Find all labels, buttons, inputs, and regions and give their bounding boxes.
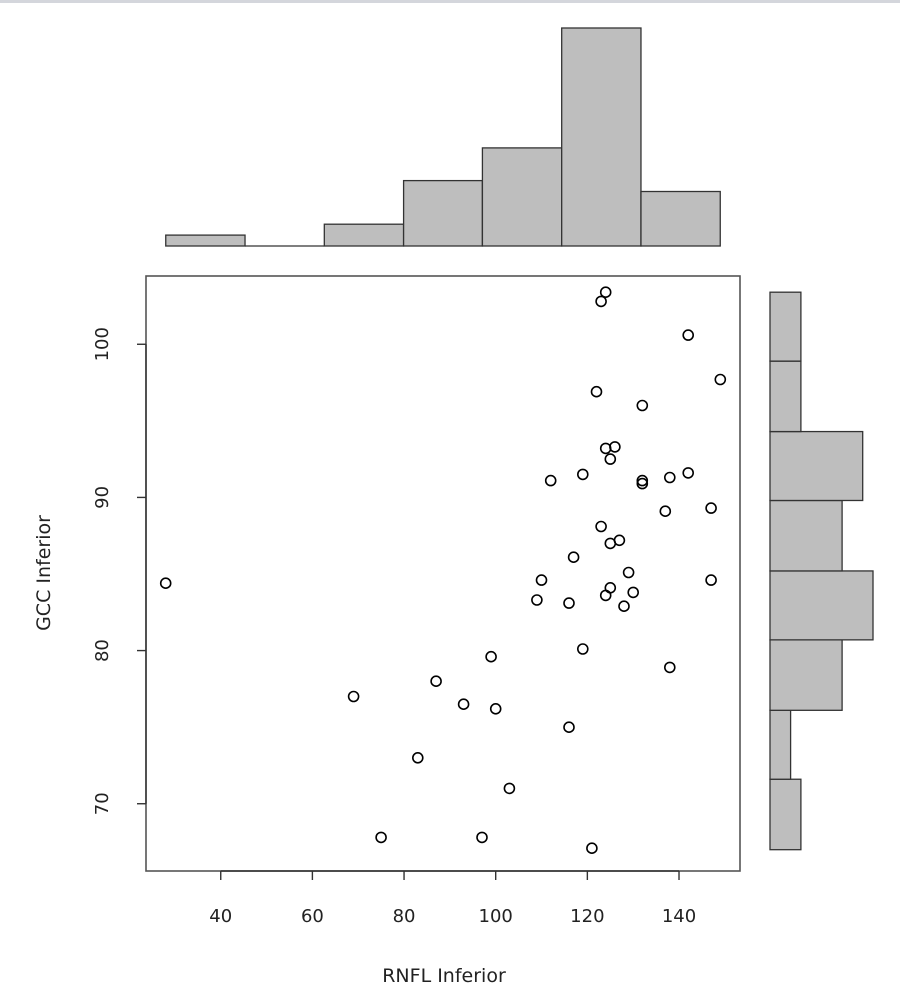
y-axis: 70 80 90 100 [92, 327, 147, 815]
scatter-point [627, 586, 640, 599]
scatter-point [430, 675, 442, 688]
top-hist-bar [402, 179, 484, 247]
scatter-point [705, 574, 717, 586]
y-tick-label: 70 [92, 792, 113, 815]
scatter-point [682, 467, 695, 479]
right-hist-bar [769, 709, 792, 780]
scatter-point [531, 594, 543, 606]
scatter-points [159, 286, 727, 855]
scatter-point [544, 474, 557, 487]
scatter-point [563, 721, 575, 734]
top-hist-bar [640, 190, 721, 247]
scatter-point [636, 399, 649, 412]
scatter-point [604, 453, 617, 465]
right-hist-bar [769, 778, 802, 851]
scatter-point [476, 831, 488, 844]
x-tick-label: 120 [570, 906, 604, 927]
scatter-point [595, 520, 607, 533]
x-tick-label: 60 [301, 906, 324, 927]
scatter-point [636, 474, 649, 487]
x-tick-label: 140 [662, 906, 696, 927]
x-tick-label: 100 [479, 906, 513, 927]
scatter-point [411, 751, 424, 764]
window-top-strip [0, 0, 900, 3]
scatter-point [576, 643, 589, 655]
scatter-point [682, 329, 695, 341]
scatter-point [586, 842, 598, 855]
top-hist-bar [561, 27, 642, 247]
right-marginal-histogram [769, 291, 874, 851]
top-hist-bar [323, 223, 405, 247]
y-axis-title: GCC Inferior [33, 515, 55, 631]
scatter-point [485, 650, 497, 663]
scatter-point [714, 373, 727, 386]
x-axis: 40 60 80 100 120 140 [209, 870, 696, 927]
right-hist-bar [769, 430, 864, 502]
y-tick-label: 80 [92, 639, 113, 662]
y-tick-label: 100 [92, 327, 113, 361]
x-tick-label: 80 [393, 906, 416, 927]
top-marginal-histogram [165, 27, 721, 247]
y-tick-label: 90 [92, 486, 113, 509]
scatter-point [567, 551, 580, 564]
scatter-point [576, 468, 589, 481]
scatter-point [599, 286, 612, 299]
scatter-point [489, 702, 502, 715]
x-axis-title: RNFL Inferior [382, 965, 506, 987]
plot-frame [145, 275, 741, 872]
top-hist-bar [481, 147, 563, 247]
scatter-point [457, 698, 470, 711]
right-hist-bar [769, 499, 843, 572]
scatter-point [609, 441, 621, 453]
scatter-point [618, 600, 630, 613]
scatter-point [613, 534, 626, 547]
scatter-point [535, 574, 548, 586]
scatter-point [375, 831, 387, 844]
scatter-point [705, 502, 717, 514]
scatter-point [590, 385, 603, 398]
scatter-point [663, 661, 676, 674]
scatter-point [503, 782, 516, 795]
scatter-point [347, 690, 360, 703]
scatter-point [159, 577, 172, 590]
right-hist-bar [769, 570, 874, 641]
right-hist-bar [769, 291, 802, 362]
right-hist-bar [769, 639, 843, 711]
scatter-point [563, 597, 575, 609]
scatter-point [604, 581, 617, 594]
scatter-point [663, 471, 676, 484]
right-hist-bar [769, 360, 802, 433]
scatter-point [659, 505, 672, 518]
scatter-point [622, 566, 635, 579]
scatter-point [636, 477, 649, 490]
x-tick-label: 40 [209, 906, 232, 927]
scatter-point [599, 442, 612, 455]
scatter-point [595, 295, 607, 308]
top-hist-bar [165, 234, 246, 247]
